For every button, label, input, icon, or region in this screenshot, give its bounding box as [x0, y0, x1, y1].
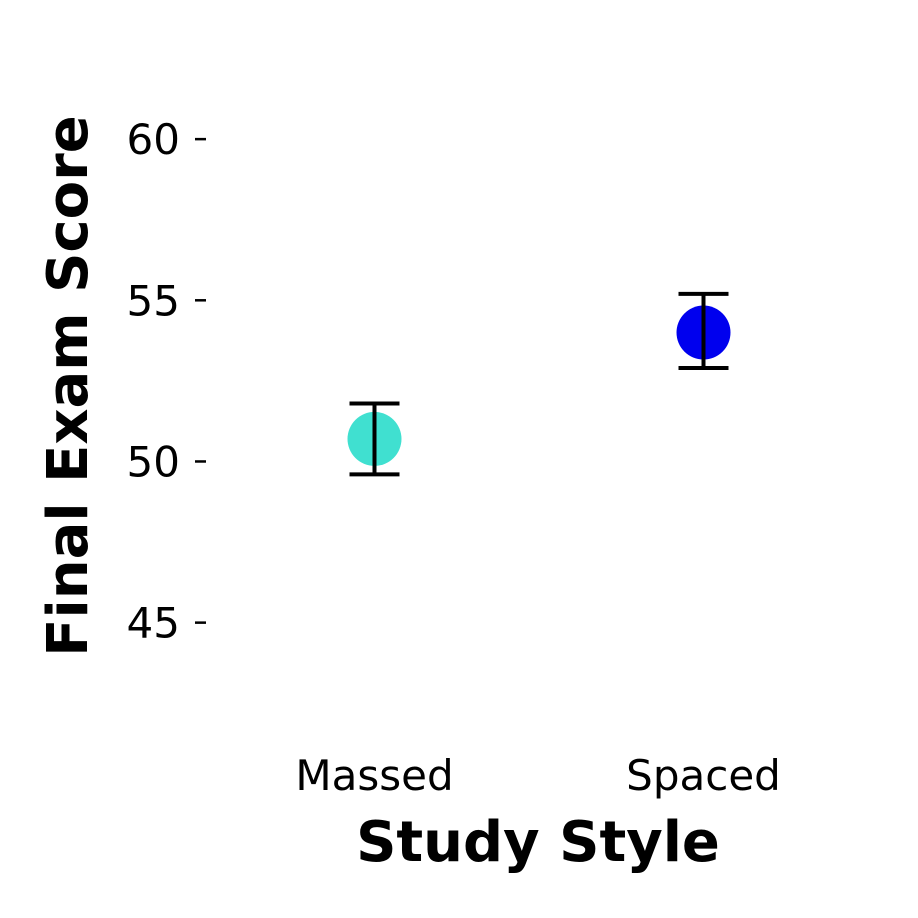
y-axis-ticks: 45 50 55 60 — [127, 115, 206, 648]
y-tick-label: 50 — [127, 437, 180, 486]
x-tick-label: Spaced — [626, 751, 781, 800]
data-point-massed — [347, 401, 402, 477]
y-axis-title: Final Exam Score — [36, 115, 101, 656]
y-tick-label: 60 — [127, 115, 180, 164]
y-tick-label: 55 — [127, 276, 180, 325]
x-axis-ticks: Massed Spaced — [295, 751, 780, 800]
x-axis-title: Study Style — [356, 810, 720, 875]
data-point-spaced — [676, 291, 731, 370]
x-tick-label: Massed — [295, 751, 453, 800]
data-points — [347, 291, 731, 477]
y-tick-label: 45 — [127, 599, 180, 648]
